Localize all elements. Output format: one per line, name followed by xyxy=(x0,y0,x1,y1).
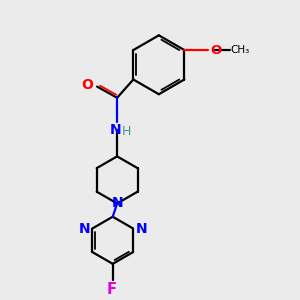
Text: H: H xyxy=(122,125,131,138)
Text: N: N xyxy=(136,221,147,236)
Text: N: N xyxy=(111,196,123,211)
Text: N: N xyxy=(78,221,90,236)
Text: F: F xyxy=(106,282,116,297)
Text: N: N xyxy=(110,123,122,137)
Text: O: O xyxy=(82,78,94,92)
Text: CH₃: CH₃ xyxy=(231,45,250,55)
Text: O: O xyxy=(210,44,221,57)
